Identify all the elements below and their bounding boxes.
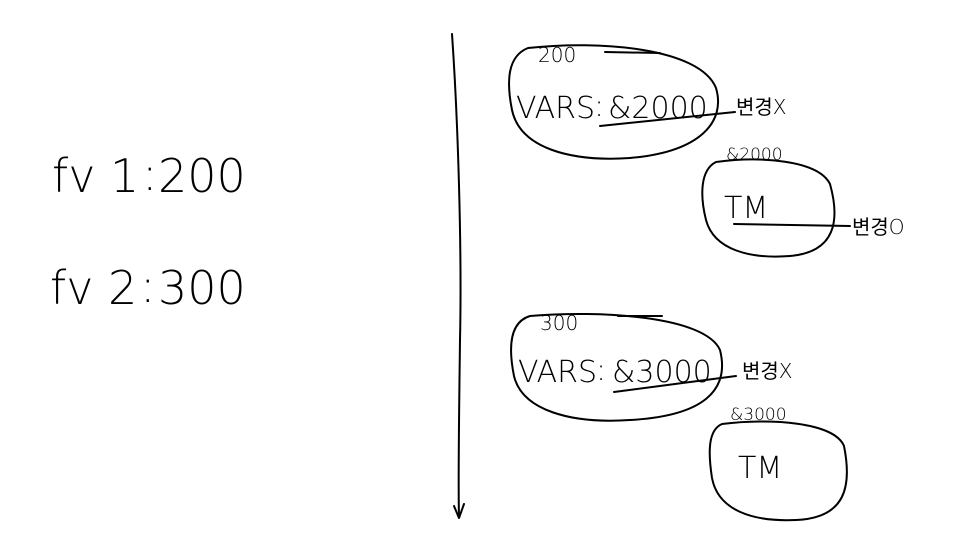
divider-arrow — [451, 33, 465, 519]
fv1-separator: : — [142, 147, 158, 201]
fv2-separator: : — [140, 259, 156, 313]
bottom-vars-ellipse — [510, 312, 724, 422]
top-tm-label: TM — [724, 191, 768, 226]
top-vars-label: VARS — [516, 91, 595, 126]
top-tm-address-note: &2000 — [726, 145, 783, 165]
top-vars-value-note: 200 — [538, 43, 576, 67]
fv2-name: fv 2 — [50, 261, 137, 315]
top-value-pointer-line — [604, 51, 661, 54]
top-tm-ellipse — [701, 158, 836, 258]
fv1-value: 200 — [158, 149, 246, 203]
fv2-entry: fv 2 : 300 — [50, 259, 246, 315]
bottom-tm-address-note: &3000 — [730, 405, 787, 425]
bottom-vars-underline — [613, 375, 737, 393]
bottom-vars-address: &3000 — [612, 355, 712, 390]
bottom-group: 300 VARS : &3000 변경X &3000 TM — [510, 311, 848, 522]
bottom-tm-ellipse — [708, 420, 848, 522]
top-vars-separator: : — [594, 89, 604, 124]
bottom-vars-separator: : — [596, 353, 606, 388]
bottom-vars-label: VARS — [518, 355, 597, 390]
divider-arrowhead — [453, 503, 465, 519]
bottom-vars-change-note: 변경X — [742, 359, 793, 383]
bottom-vars-value-note: 300 — [540, 311, 578, 335]
fv2-value: 300 — [158, 261, 246, 315]
top-vars-change-note: 변경X — [736, 95, 787, 119]
top-tm-change-note: 변경O — [852, 215, 905, 239]
divider-line — [451, 33, 462, 517]
top-tm-underline — [733, 223, 851, 227]
fv1-entry: fv 1 : 200 — [52, 147, 246, 203]
bottom-tm-label: TM — [738, 451, 782, 486]
top-group: 200 VARS : &2000 변경X &2000 TM 변경O — [508, 43, 905, 258]
fv1-name: fv 1 — [52, 149, 139, 203]
top-vars-underline — [599, 111, 736, 127]
